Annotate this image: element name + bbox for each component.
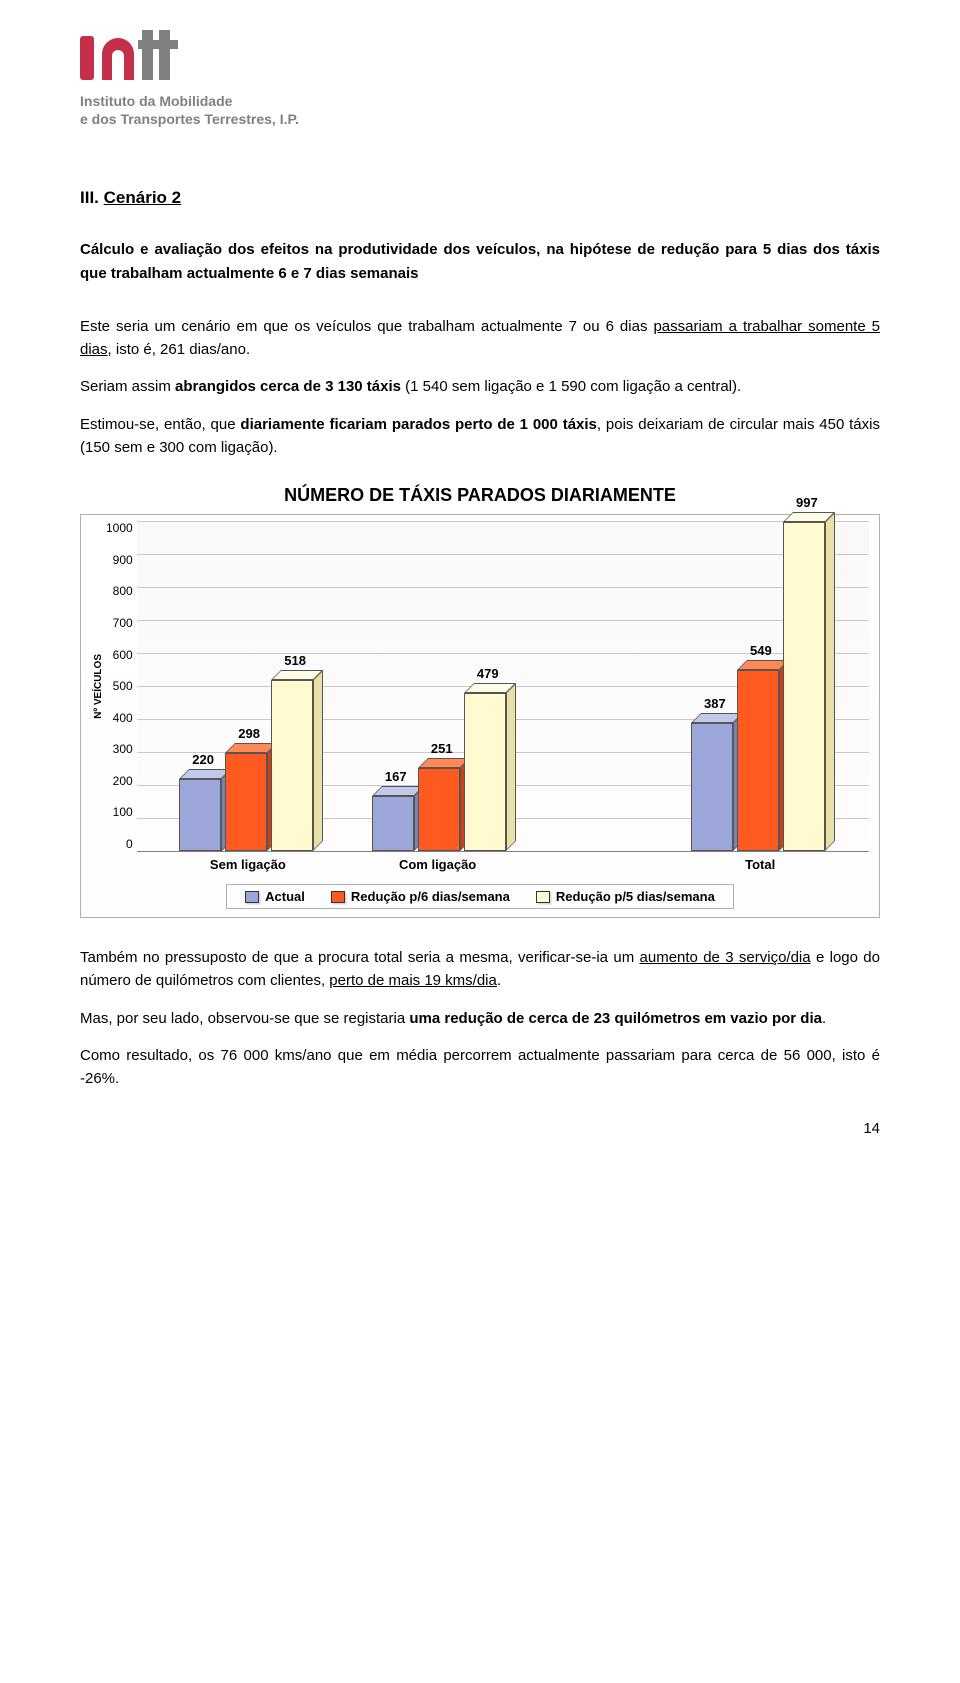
legend-swatch: [536, 891, 550, 903]
paragraph-2: Seriam assim abrangidos cerca de 3 130 t…: [80, 375, 880, 398]
page-number: 14: [80, 1120, 880, 1137]
p3-bold: diariamente ficariam parados perto de 1 …: [240, 416, 596, 433]
bar: 387: [691, 723, 735, 851]
ytick: 500: [106, 679, 133, 693]
ytick: 800: [106, 584, 133, 598]
bar: 167: [372, 796, 416, 851]
logo-text-line2: e dos Transportes Terrestres, I.P.: [80, 110, 880, 128]
bar-value-label: 387: [704, 696, 726, 711]
ytick: 100: [106, 805, 133, 819]
bar: 549: [737, 670, 781, 851]
x-category: Com ligação: [343, 857, 533, 872]
logo-mark: [80, 30, 240, 86]
legend-label: Redução p/6 dias/semana: [351, 889, 510, 904]
p5-bold: uma redução de cerca de 23 quilómetros e…: [409, 1010, 822, 1027]
p2-text-a: Seriam assim: [80, 378, 175, 395]
p1-text-b: , isto é, 261 dias/ano.: [108, 341, 251, 358]
lead-paragraph: Cálculo e avaliação dos efeitos na produ…: [80, 238, 880, 285]
section-heading: III. Cenário 2: [80, 188, 880, 208]
p5-text-b: .: [822, 1010, 826, 1027]
legend-item: Redução p/6 dias/semana: [331, 889, 510, 904]
paragraph-1: Este seria um cenário em que os veículos…: [80, 315, 880, 362]
p4-text-a: Também no pressuposto de que a procura t…: [80, 949, 640, 966]
paragraph-5: Mas, por seu lado, observou-se que se re…: [80, 1007, 880, 1030]
bar: 251: [418, 768, 462, 851]
p4-underline2: perto de mais 19 kms/dia: [329, 972, 497, 989]
bar-group: 220298518: [179, 680, 315, 851]
bar-value-label: 479: [477, 666, 499, 681]
bar-group: 387549997: [691, 522, 827, 851]
p4-underline1: aumento de 3 serviço/dia: [640, 949, 811, 966]
paragraph-3: Estimou-se, então, que diariamente ficar…: [80, 413, 880, 460]
x-category: Sem ligação: [153, 857, 343, 872]
legend-swatch: [245, 891, 259, 903]
bar-value-label: 298: [238, 726, 260, 741]
chart-title: NÚMERO DE TÁXIS PARADOS DIARIAMENTE: [80, 485, 880, 506]
legend-swatch: [331, 891, 345, 903]
legend-item: Redução p/5 dias/semana: [536, 889, 715, 904]
legend-label: Actual: [265, 889, 305, 904]
logo: Instituto da Mobilidade e dos Transporte…: [80, 30, 880, 128]
chart-yticks: 10009008007006005004003002001000: [106, 521, 137, 851]
ytick: 1000: [106, 521, 133, 535]
bar-value-label: 997: [796, 495, 818, 510]
bar: 997: [783, 522, 827, 851]
chart-plot: 220298518167251479387549997: [137, 521, 869, 851]
bar: 518: [271, 680, 315, 851]
p3-text-a: Estimou-se, então, que: [80, 416, 240, 433]
ytick: 400: [106, 711, 133, 725]
p2-bold: abrangidos cerca de 3 130 táxis: [175, 378, 401, 395]
p5-text-a: Mas, por seu lado, observou-se que se re…: [80, 1010, 409, 1027]
paragraph-6: Como resultado, os 76 000 kms/ano que em…: [80, 1044, 880, 1091]
bar: 220: [179, 779, 223, 852]
chart-xcategories: Sem ligaçãoCom ligação Total: [139, 851, 869, 872]
ytick: 700: [106, 616, 133, 630]
bar: 479: [464, 693, 508, 851]
chart-ylabel: Nº VEÍCULOS: [91, 654, 106, 719]
ytick: 300: [106, 742, 133, 756]
bar: 298: [225, 753, 269, 851]
x-category: Total: [665, 857, 855, 872]
ytick: 200: [106, 774, 133, 788]
chart-legend: Actual Redução p/6 dias/semana Redução p/5…: [226, 884, 734, 909]
bar-value-label: 167: [385, 769, 407, 784]
bar-value-label: 251: [431, 741, 453, 756]
p4-text-c: .: [497, 972, 501, 989]
bar-value-label: 518: [284, 653, 306, 668]
chart-container: Nº VEÍCULOS 1000900800700600500400300200…: [80, 514, 880, 918]
bar-value-label: 220: [192, 752, 214, 767]
legend-item: Actual: [245, 889, 305, 904]
paragraph-4: Também no pressuposto de que a procura t…: [80, 946, 880, 993]
section-number: III.: [80, 188, 99, 207]
bar-group: 167251479: [372, 693, 508, 851]
section-title: Cenário 2: [104, 188, 181, 207]
ytick: 600: [106, 648, 133, 662]
logo-text-line1: Instituto da Mobilidade: [80, 92, 880, 110]
bar-value-label: 549: [750, 643, 772, 658]
legend-label: Redução p/5 dias/semana: [556, 889, 715, 904]
ytick: 900: [106, 553, 133, 567]
p1-text-a: Este seria um cenário em que os veículos…: [80, 318, 653, 335]
p2-text-b: (1 540 sem ligação e 1 590 com ligação a…: [401, 378, 741, 395]
ytick: 0: [106, 837, 133, 851]
